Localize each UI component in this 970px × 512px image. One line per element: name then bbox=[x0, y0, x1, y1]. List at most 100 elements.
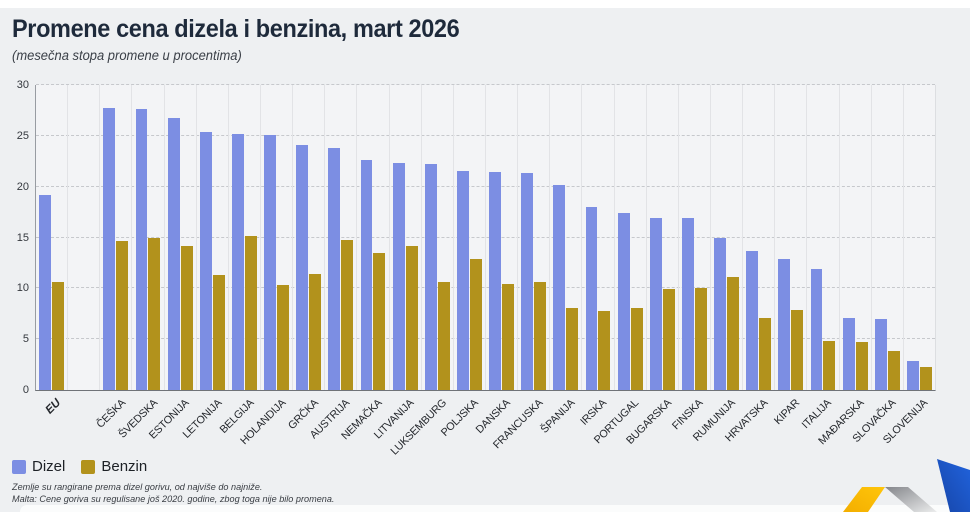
bar-dizel-italija bbox=[810, 269, 823, 390]
chart-column-finska bbox=[679, 85, 711, 390]
benzin-swatch-icon bbox=[81, 459, 96, 474]
chart-column-francuska bbox=[518, 85, 551, 390]
bar-dizel-austrija bbox=[328, 148, 341, 390]
chart-column-irska bbox=[582, 85, 615, 390]
bar-benzin-češka bbox=[116, 240, 129, 390]
legend-item-benzin: Benzin bbox=[81, 458, 147, 475]
chart-column-estonija bbox=[165, 85, 197, 390]
page-subtitle: (mesečna stopa promene u procentima) bbox=[12, 48, 242, 63]
bar-dizel-grčka bbox=[296, 144, 309, 390]
bar-benzin-austrija bbox=[341, 239, 354, 390]
x-axis-label-eu: EU bbox=[44, 397, 64, 417]
bar-benzin-luksemburg bbox=[437, 282, 450, 390]
bar-benzin-holandija bbox=[277, 285, 289, 390]
chart-column-slovenija bbox=[904, 85, 935, 390]
bar-benzin-švedska bbox=[148, 237, 161, 390]
bar-dizel-portugal bbox=[617, 213, 630, 390]
y-tick-label-0: 0 bbox=[22, 384, 29, 396]
bar-dizel-eu bbox=[39, 194, 52, 390]
y-tick-label-15: 15 bbox=[16, 231, 29, 244]
bar-dizel-litvanija bbox=[392, 163, 405, 390]
bar-columns bbox=[36, 85, 935, 390]
dizel-swatch-icon bbox=[12, 459, 26, 474]
gridline-30 bbox=[36, 84, 935, 85]
bar-benzin-nemačka bbox=[373, 252, 386, 390]
footnote-ranking: Zemlje su rangirane prema dizel gorivu, … bbox=[12, 482, 263, 493]
bar-dizel-irska bbox=[585, 207, 598, 390]
chart-column-holandija bbox=[261, 85, 294, 390]
y-tick-label-25: 25 bbox=[16, 129, 29, 142]
y-tick-label-5: 5 bbox=[22, 333, 29, 346]
bar-benzin-rumunija bbox=[727, 277, 739, 390]
chart-column-češka bbox=[100, 85, 133, 390]
bar-dizel-estonija bbox=[167, 117, 180, 390]
bar-benzin-bugarska bbox=[662, 289, 675, 390]
page-title: Promene cena dizela i benzina, mart 2026 bbox=[12, 15, 460, 43]
chart-column-rumunija bbox=[711, 85, 744, 390]
bar-benzin-hrvatska bbox=[759, 317, 772, 390]
bar-dizel-slovačka bbox=[874, 318, 887, 390]
plot-area bbox=[35, 84, 936, 391]
bar-dizel-luksemburg bbox=[424, 164, 437, 390]
chart-column-litvanija bbox=[390, 85, 422, 390]
bar-dizel-mađarska bbox=[842, 317, 855, 390]
logo-yellow-stroke bbox=[843, 487, 885, 512]
zigzag-check-logo-icon bbox=[843, 459, 970, 512]
chart-column-švedska bbox=[132, 85, 165, 390]
bar-benzin-grčka bbox=[309, 274, 322, 390]
legend-item-dizel: Dizel bbox=[12, 458, 65, 475]
bar-dizel-belgija bbox=[231, 133, 244, 390]
bar-dizel-holandija bbox=[264, 134, 277, 390]
legend: Dizel Benzin bbox=[12, 458, 147, 475]
chart-column-slovačka bbox=[872, 85, 904, 390]
legend-label-benzin: Benzin bbox=[101, 458, 148, 475]
chart-column-španija bbox=[550, 85, 583, 390]
chart-column-luksemburg bbox=[422, 85, 454, 390]
chart-column-bugarska bbox=[647, 85, 679, 390]
bar-dizel-hrvatska bbox=[746, 250, 759, 390]
chart-column-portugal bbox=[615, 85, 647, 390]
bar-benzin-estonija bbox=[180, 245, 193, 390]
bar-benzin-litvanija bbox=[405, 245, 418, 390]
chart-column-mađarska bbox=[840, 85, 872, 390]
chart-column-gap bbox=[68, 85, 101, 390]
bar-benzin-portugal bbox=[630, 307, 643, 390]
bar-benzin-španija bbox=[566, 307, 579, 390]
bar-dizel-finska bbox=[681, 218, 694, 390]
chart-column-poljska bbox=[454, 85, 486, 390]
bar-dizel-danska bbox=[489, 172, 502, 390]
logo-gray-stroke bbox=[885, 487, 937, 512]
bar-benzin-italija bbox=[823, 341, 836, 390]
top-divider bbox=[0, 0, 970, 8]
bar-dizel-švedska bbox=[135, 109, 148, 390]
chart-column-belgija bbox=[229, 85, 261, 390]
chart-column-nemačka bbox=[357, 85, 390, 390]
bar-dizel-poljska bbox=[456, 171, 469, 390]
bar-dizel-češka bbox=[103, 108, 116, 390]
y-tick-label-20: 20 bbox=[16, 180, 29, 193]
y-tick-label-10: 10 bbox=[16, 282, 29, 295]
chart-column-grčka bbox=[293, 85, 326, 390]
bar-dizel-francuska bbox=[521, 173, 534, 390]
chart-column-letonija bbox=[197, 85, 229, 390]
bar-benzin-poljska bbox=[469, 258, 482, 390]
bar-benzin-eu bbox=[52, 282, 64, 390]
legend-label-dizel: Dizel bbox=[32, 458, 66, 475]
bar-benzin-francuska bbox=[534, 282, 547, 390]
bar-dizel-kipar bbox=[778, 258, 791, 390]
footnote-malta: Malta: Cene goriva su regulisane još 202… bbox=[12, 494, 335, 505]
x-axis-label-kipar: KIPAR bbox=[771, 397, 803, 428]
x-axis-label-španija: ŠPANIJA bbox=[538, 397, 578, 436]
bar-benzin-finska bbox=[694, 288, 707, 390]
chart-column-hrvatska bbox=[743, 85, 776, 390]
chart-column-kipar bbox=[775, 85, 808, 390]
y-tick-label-30: 30 bbox=[16, 79, 29, 91]
bar-dizel-letonija bbox=[199, 131, 212, 390]
bar-benzin-irska bbox=[598, 310, 611, 390]
next-card-edge bbox=[20, 505, 970, 512]
bar-benzin-danska bbox=[502, 284, 514, 390]
chart-column-danska bbox=[486, 85, 519, 390]
bar-dizel-slovenija bbox=[906, 360, 919, 390]
bar-dizel-španija bbox=[553, 184, 566, 390]
